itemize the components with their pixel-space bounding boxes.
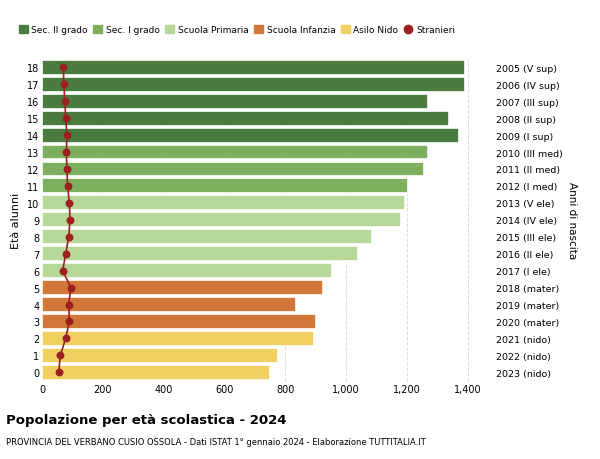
Legend: Sec. II grado, Sec. I grado, Scuola Primaria, Scuola Infanzia, Asilo Nido, Stran: Sec. II grado, Sec. I grado, Scuola Prim… (15, 22, 459, 39)
Point (61, 251, 71, 258)
Bar (42, 78, 464, 92)
Point (55, 352, 65, 359)
Point (61, 335, 71, 342)
Bar (42, 95, 428, 109)
Point (63, 183, 73, 190)
Bar (42, 196, 406, 211)
Point (62, 166, 72, 173)
Bar (42, 213, 401, 228)
Bar (42, 348, 278, 363)
Bar (42, 365, 270, 380)
Bar (42, 331, 314, 346)
Point (64, 301, 74, 308)
Point (62, 149, 71, 157)
Point (58, 64, 68, 72)
Point (65, 200, 74, 207)
Text: Popolazione per età scolastica - 2024: Popolazione per età scolastica - 2024 (6, 413, 287, 426)
Bar (42, 280, 323, 296)
Bar (42, 61, 464, 76)
Point (60, 98, 70, 106)
Point (64, 234, 74, 241)
Bar (42, 179, 409, 194)
Point (66, 284, 76, 291)
Point (62, 132, 72, 140)
Bar (42, 263, 332, 279)
Bar (42, 162, 424, 177)
Point (65, 318, 74, 325)
Point (58, 268, 67, 275)
Point (54, 369, 64, 376)
Text: PROVINCIA DEL VERBANO CUSIO OSSOLA - Dati ISTAT 1° gennaio 2024 - Elaborazione T: PROVINCIA DEL VERBANO CUSIO OSSOLA - Dat… (6, 437, 426, 446)
Bar (42, 145, 428, 160)
Bar (42, 112, 449, 126)
Point (65, 217, 75, 224)
Bar (42, 246, 358, 262)
Bar (42, 297, 296, 312)
Y-axis label: Età alunni: Età alunni (11, 192, 21, 248)
Point (59, 81, 68, 89)
Y-axis label: Anni di nascita: Anni di nascita (567, 182, 577, 259)
Bar (42, 129, 458, 143)
Bar (42, 230, 372, 245)
Point (61, 115, 71, 123)
Bar (42, 314, 316, 329)
